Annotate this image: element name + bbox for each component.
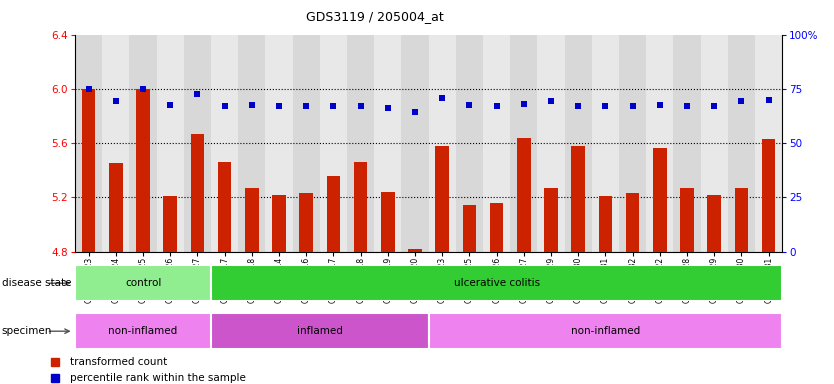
Bar [129, 35, 157, 252]
Bar [354, 162, 368, 252]
Bar [136, 89, 150, 252]
Bar [517, 137, 530, 252]
Point [626, 103, 640, 109]
Point [109, 98, 123, 104]
Text: non-inflamed: non-inflamed [108, 326, 178, 336]
Point [191, 91, 204, 97]
Bar [299, 193, 313, 252]
Bar [401, 35, 429, 252]
Point [707, 103, 721, 109]
Point [218, 103, 231, 109]
Bar [626, 193, 640, 252]
Point [327, 103, 340, 109]
Point [245, 102, 259, 108]
Point [599, 103, 612, 109]
Bar [109, 163, 123, 252]
Point [653, 102, 666, 108]
Bar [545, 188, 558, 252]
Point [137, 86, 150, 92]
Bar [320, 35, 347, 252]
Text: ulcerative colitis: ulcerative colitis [454, 278, 540, 288]
Bar [429, 35, 456, 252]
Bar [429, 313, 782, 349]
Point [273, 103, 286, 109]
Point [681, 103, 694, 109]
Bar [211, 313, 429, 349]
Bar [735, 188, 748, 252]
Bar [510, 35, 537, 252]
Bar [374, 35, 401, 252]
Bar [653, 149, 666, 252]
Bar [157, 35, 183, 252]
Bar [435, 146, 449, 252]
Point [517, 101, 530, 107]
Bar [755, 35, 782, 252]
Bar [619, 35, 646, 252]
Bar [646, 35, 674, 252]
Point [463, 102, 476, 108]
Point [490, 103, 504, 109]
Text: specimen: specimen [2, 326, 52, 336]
Text: non-inflamed: non-inflamed [570, 326, 641, 336]
Bar [183, 35, 211, 252]
Point [735, 98, 748, 104]
Point [435, 95, 449, 101]
Text: transformed count: transformed count [70, 357, 168, 367]
Bar [75, 35, 103, 252]
Bar [163, 196, 177, 252]
Point [299, 103, 313, 109]
Bar [218, 162, 232, 252]
Bar [599, 196, 612, 252]
Bar [565, 35, 592, 252]
Bar [728, 35, 755, 252]
Text: disease state: disease state [2, 278, 71, 288]
Point [571, 103, 585, 109]
Bar [347, 35, 374, 252]
Point [381, 105, 394, 111]
Point [163, 102, 177, 108]
Point [409, 109, 422, 115]
Bar [293, 35, 320, 252]
Text: GDS3119 / 205004_at: GDS3119 / 205004_at [306, 10, 445, 23]
Bar [463, 205, 476, 252]
Bar [265, 35, 293, 252]
Bar [701, 35, 728, 252]
Bar [327, 175, 340, 252]
Point [545, 98, 558, 104]
Bar [245, 188, 259, 252]
Text: percentile rank within the sample: percentile rank within the sample [70, 374, 246, 384]
Bar [681, 188, 694, 252]
Text: inflamed: inflamed [297, 326, 343, 336]
Bar [674, 35, 701, 252]
Bar [103, 35, 129, 252]
Bar [707, 195, 721, 252]
Bar [75, 313, 211, 349]
Bar [762, 139, 776, 252]
Bar [272, 195, 286, 252]
Point [762, 97, 776, 103]
Bar [239, 35, 265, 252]
Bar [191, 134, 204, 252]
Text: control: control [125, 278, 161, 288]
Bar [211, 35, 239, 252]
Bar [490, 203, 504, 252]
Bar [75, 265, 211, 301]
Bar [537, 35, 565, 252]
Point [354, 103, 367, 109]
Bar [211, 265, 782, 301]
Bar [456, 35, 483, 252]
Bar [592, 35, 619, 252]
Bar [409, 249, 422, 252]
Bar [82, 89, 95, 252]
Bar [483, 35, 510, 252]
Bar [571, 146, 585, 252]
Point [82, 86, 95, 92]
Bar [381, 192, 394, 252]
